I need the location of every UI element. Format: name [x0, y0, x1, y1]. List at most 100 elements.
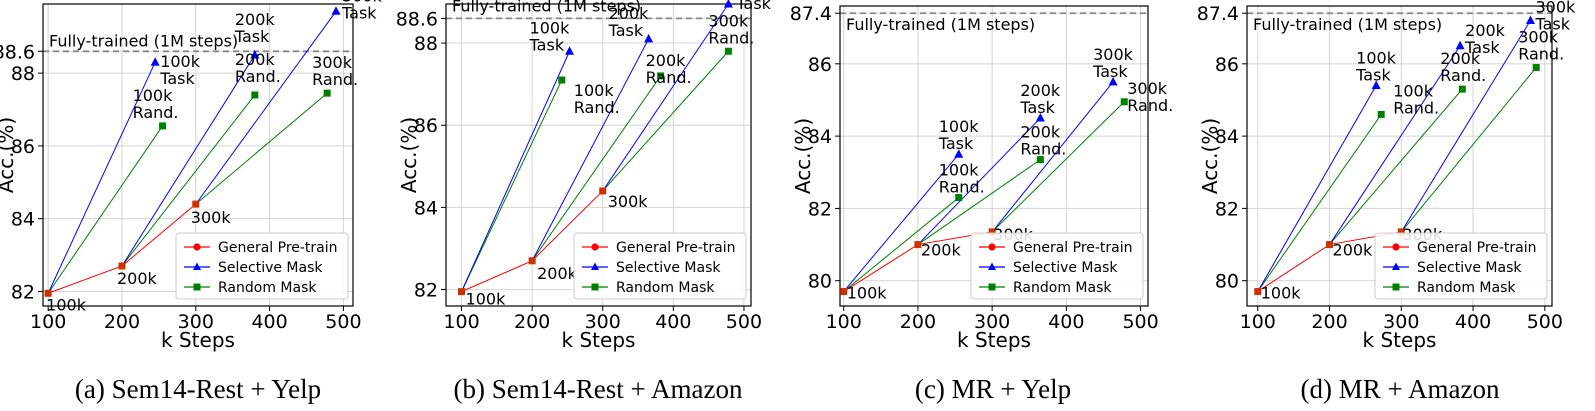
- y-axis-label: Acc.(%): [397, 117, 421, 193]
- point-annotation: 200k: [646, 51, 687, 70]
- random-mask-point: [159, 122, 167, 130]
- random-mask-line: [843, 197, 960, 292]
- general-pretrain-point: [1254, 288, 1262, 296]
- point-annotation: 200k: [609, 4, 650, 23]
- x-axis-label: k Steps: [1363, 328, 1437, 352]
- general-pretrain-point: [599, 187, 607, 195]
- point-annotation: Rand.: [235, 67, 281, 86]
- fully-trained-label: Fully-trained (1M steps): [49, 31, 238, 50]
- random-mask-line: [1257, 114, 1382, 292]
- y-axis-label: Acc.(%): [1198, 118, 1222, 194]
- y-tick-label: 87.4: [790, 3, 832, 25]
- point-annotation: 100k: [466, 290, 507, 309]
- selective-mask-point: [1525, 15, 1535, 24]
- subfigure-caption: (d) MR + Amazon: [1301, 374, 1500, 404]
- point-annotation: 300k: [1093, 45, 1134, 64]
- selective-mask-line: [531, 38, 650, 262]
- legend-random-marker: [1392, 283, 1400, 291]
- point-annotation: Rand.: [939, 178, 985, 197]
- subfigure-caption: (a) Sem14-Rest + Yelp: [75, 374, 321, 404]
- x-tick-label: 500: [726, 311, 762, 333]
- random-mask-line: [1329, 88, 1463, 245]
- point-annotation: 300k: [312, 53, 353, 72]
- legend-random-marker: [988, 283, 996, 291]
- point-annotation: 300k: [191, 208, 232, 227]
- x-tick-label: 200: [104, 311, 140, 333]
- y-tick-label: 86: [11, 136, 35, 158]
- chart-panel-a: Fully-trained (1M steps) 100 200 300 400 500 8…: [0, 0, 383, 404]
- point-annotation: Task: [938, 134, 974, 153]
- random-mask-point: [1120, 98, 1128, 106]
- point-annotation: 200k: [1440, 49, 1481, 68]
- selective-mask-point: [1455, 40, 1465, 50]
- y-tick-label: 88: [414, 33, 438, 55]
- point-annotation: 100k: [1356, 49, 1397, 68]
- selective-mask-line: [195, 10, 337, 205]
- general-pretrain-point: [44, 289, 52, 297]
- selective-mask-point: [1035, 113, 1045, 122]
- x-tick-label: 100: [443, 311, 479, 333]
- legend-label: Selective Mask: [616, 260, 721, 276]
- legend-label: General Pre-train: [1013, 240, 1133, 256]
- y-tick-label: 84: [808, 126, 832, 148]
- point-annotation: Rand.: [1440, 66, 1486, 85]
- legend-selective-marker: [988, 262, 996, 270]
- point-annotation: Rand.: [312, 70, 358, 89]
- general-pretrain-point: [1397, 228, 1405, 236]
- legend-label: Selective Mask: [1417, 260, 1522, 276]
- point-annotation: 200k: [1020, 123, 1061, 142]
- subfigure-caption: (b) Sem14-Rest + Amazon: [454, 374, 743, 404]
- legend-selective-marker: [1392, 262, 1400, 270]
- point-annotation: 200k: [921, 241, 962, 260]
- axes-frame: [839, 5, 1149, 307]
- x-tick-label: 300: [1383, 311, 1419, 333]
- x-tick-label: 400: [1455, 311, 1491, 333]
- x-axis-label: k Steps: [562, 328, 636, 352]
- point-annotation: 100k: [847, 284, 888, 303]
- point-annotation: Rand.: [574, 98, 620, 117]
- legend-random-marker: [193, 283, 201, 291]
- point-annotation: 100k: [1261, 284, 1302, 303]
- chart-panel-d: Fully-trained (1M steps) 100 200 300 400 500 8…: [1197, 0, 1576, 404]
- point-annotation: 100k: [1393, 81, 1434, 100]
- selective-mask-line: [991, 81, 1114, 233]
- x-axis-label: k Steps: [161, 328, 235, 352]
- y-axis-label: Acc.(%): [791, 118, 815, 194]
- legend-box: [970, 232, 1144, 300]
- selective-mask-point: [565, 46, 575, 55]
- x-tick-label: 300: [585, 311, 621, 333]
- point-annotation: Task: [1534, 14, 1570, 33]
- point-annotation: 100k: [530, 18, 571, 37]
- legend-label: Selective Mask: [218, 260, 323, 276]
- x-tick-label: 200: [900, 311, 936, 333]
- legend-general-marker: [591, 243, 599, 251]
- subfigure-caption: (c) MR + Yelp: [915, 374, 1071, 404]
- point-annotation: 100k: [133, 86, 174, 105]
- point-annotation: 300k: [708, 11, 749, 30]
- legend-box: [175, 232, 349, 300]
- selective-mask-line: [1257, 85, 1377, 292]
- point-annotation: 100k: [574, 81, 615, 100]
- random-mask-point: [251, 91, 259, 99]
- point-annotation: Task: [529, 35, 565, 54]
- y-tick-label: 86: [808, 54, 832, 76]
- point-annotation: Task: [159, 69, 195, 88]
- random-mask-point: [724, 47, 732, 55]
- legend-label: Random Mask: [218, 280, 317, 296]
- legend-label: Random Mask: [1417, 280, 1516, 296]
- random-mask-line: [602, 50, 729, 192]
- legend-general-marker: [1392, 243, 1400, 251]
- point-annotation: Rand.: [646, 68, 692, 87]
- x-tick-label: 300: [974, 311, 1010, 333]
- axes-frame: [42, 3, 354, 307]
- point-annotation: 200k: [235, 10, 276, 29]
- x-tick-label: 300: [178, 311, 214, 333]
- legend-selective-marker: [193, 262, 201, 270]
- selective-mask-point: [250, 49, 260, 59]
- y-tick-label: 88.6: [396, 8, 438, 30]
- legend-box: [573, 232, 747, 300]
- selective-mask-point: [644, 33, 654, 43]
- random-mask-line: [531, 75, 662, 262]
- axes-frame: [445, 3, 752, 307]
- point-annotation: Task: [1464, 38, 1500, 57]
